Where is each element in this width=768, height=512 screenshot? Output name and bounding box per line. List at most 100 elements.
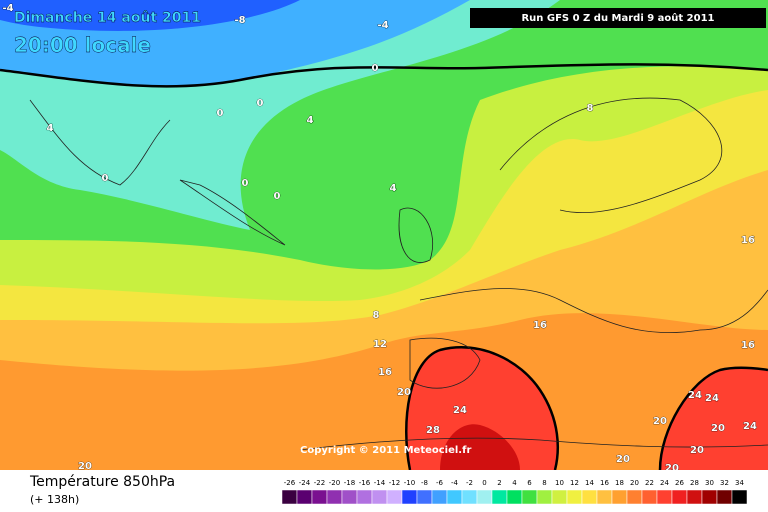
scale-label: 26: [675, 479, 684, 487]
scale-label: 30: [705, 479, 714, 487]
iberia: [409, 337, 481, 389]
contour-label: 0: [274, 191, 281, 202]
contour-label: 8: [373, 310, 380, 321]
scale-label: -18: [344, 479, 355, 487]
scale-swatch: [521, 489, 538, 505]
scale-label: 18: [615, 479, 624, 487]
forecast-date: Dimanche 14 août 2011: [14, 10, 201, 26]
scale-label: -24: [299, 479, 311, 487]
scale-label: 6: [527, 479, 532, 487]
scale-label: 4: [512, 479, 517, 487]
scale-swatch: [506, 489, 523, 505]
forecast-time: 20:00 locale: [14, 33, 151, 57]
contour-label: -4: [377, 20, 388, 31]
scale-swatch: [371, 489, 388, 505]
scale-swatch: [536, 489, 553, 505]
contour-label: 20: [397, 387, 411, 398]
scale-swatch: [281, 489, 298, 505]
contour-label: 8: [587, 103, 594, 114]
scale-label: 14: [585, 479, 594, 487]
scale-label: -2: [466, 479, 473, 487]
scale-label: 16: [600, 479, 609, 487]
scale-swatch: [356, 489, 373, 505]
contour-label: 0: [102, 173, 109, 184]
contour-label: 20: [665, 463, 679, 474]
scale-label: -20: [329, 479, 340, 487]
contour-label: 16: [533, 320, 547, 331]
scale-label: 32: [720, 479, 729, 487]
contour-label: 20: [78, 461, 92, 472]
zone-20-east: [660, 367, 768, 470]
coastlines: [29, 97, 768, 451]
zone-m8: [0, 0, 300, 31]
scale-swatch: [686, 489, 703, 505]
scale-swatch: [701, 489, 718, 505]
contour-label: 24: [705, 393, 719, 404]
scale-swatch: [716, 489, 733, 505]
scale-swatch: [461, 489, 478, 505]
contour-label: 16: [741, 235, 755, 246]
contour-label: 28: [426, 425, 440, 436]
scale-label: 34: [735, 479, 744, 487]
british-isles: [398, 207, 434, 263]
contour-label: 24: [453, 405, 467, 416]
scale-swatch: [446, 489, 463, 505]
scale-label: -16: [359, 479, 371, 487]
scale-label: -22: [314, 479, 325, 487]
contour-label: -4: [2, 3, 13, 14]
scale-swatch: [581, 489, 598, 505]
scale-swatch: [566, 489, 583, 505]
scale-swatch: [401, 489, 418, 505]
scale-label: 24: [660, 479, 669, 487]
scale-swatch: [326, 489, 343, 505]
scale-swatch: [611, 489, 628, 505]
contour-label: 20: [690, 445, 704, 456]
contour-label: 24: [743, 421, 757, 432]
scale-label: -6: [436, 479, 444, 487]
greenland-coast: [29, 99, 171, 186]
scale-swatch: [491, 489, 508, 505]
scale-label: 0: [482, 479, 486, 487]
field-title: Température 850hPa: [29, 474, 175, 490]
scale-swatch: [416, 489, 433, 505]
scale-swatch: [596, 489, 613, 505]
scale-label: 22: [645, 479, 654, 487]
copyright: Copyright © 2011 Meteociel.fr: [300, 445, 471, 456]
contour-label: 0: [257, 98, 264, 109]
contour-label: 4: [307, 115, 314, 126]
scale-swatch: [296, 489, 313, 505]
contour-label: 0: [372, 63, 379, 74]
contour-label: 4: [390, 183, 397, 194]
color-scale: -26 -24 -22 -20 -18 -16 -14 -12 -10 -8 -6 -4 -2 0 2 4 6 8…: [281, 479, 748, 505]
contour-label: 20: [616, 454, 630, 465]
scale-label: -14: [374, 479, 386, 487]
contour-label: 20: [653, 416, 667, 427]
contour-label: 12: [373, 339, 387, 350]
scale-label: 28: [690, 479, 699, 487]
scale-swatch: [641, 489, 658, 505]
scale-label: 8: [542, 479, 546, 487]
scale-label: 20: [630, 479, 639, 487]
zone-28: [440, 424, 520, 470]
lead-time: (+ 138h): [30, 493, 79, 506]
scale-label: -26: [284, 479, 296, 487]
scale-label: -12: [389, 479, 400, 487]
scale-swatch: [656, 489, 673, 505]
iceland: [179, 179, 286, 246]
scandinavia: [499, 97, 723, 213]
scale-label: 2: [497, 479, 501, 487]
europe-coast: [419, 288, 768, 333]
contour-label: 0: [217, 108, 224, 119]
scale-swatch: [626, 489, 643, 505]
scale-swatch: [551, 489, 568, 505]
scale-swatch: [431, 489, 448, 505]
contour-label: 16: [378, 367, 392, 378]
contour-label: 0: [242, 178, 249, 189]
run-info: Run GFS 0 Z du Mardi 9 août 2011: [521, 12, 714, 24]
isotherm-20-east: [658, 366, 768, 471]
scale-swatch: [386, 489, 403, 505]
scale-swatch: [671, 489, 688, 505]
